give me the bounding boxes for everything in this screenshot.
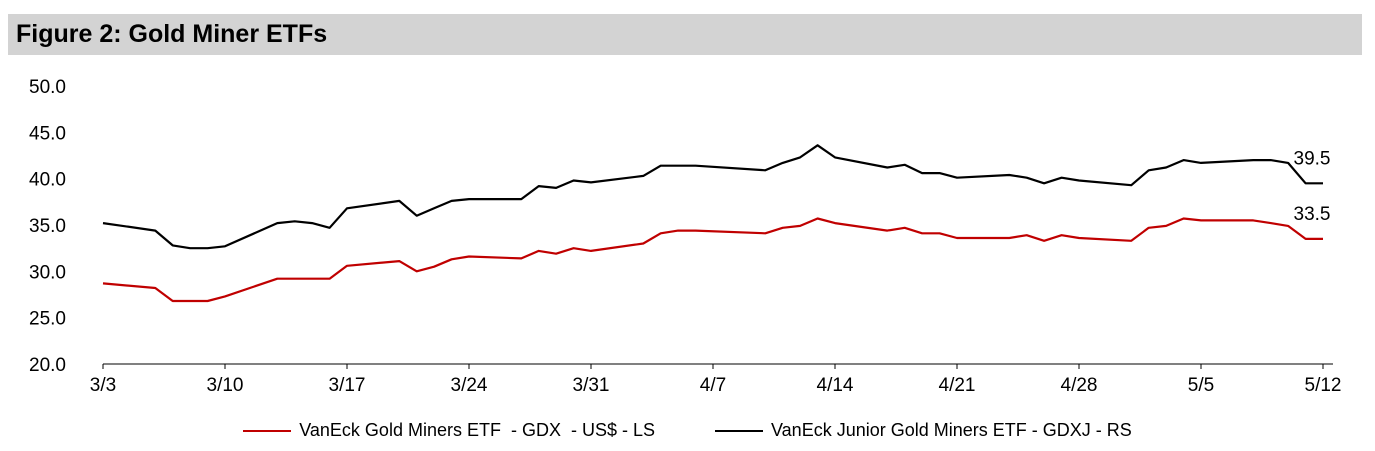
y-tick-label: 35.0 <box>29 216 66 237</box>
y-tick-label: 40.0 <box>29 170 66 191</box>
legend-swatch-red <box>243 429 292 432</box>
x-tick-label: 3/24 <box>451 375 488 396</box>
legend-label: VanEck Junior Gold Miners ETF - GDXJ - R… <box>771 420 1132 440</box>
legend-item-gdx: VanEck Gold Miners ETF - GDX - US$ - LS <box>243 420 655 441</box>
y-tick-label: 25.0 <box>29 309 66 330</box>
title-bar: Figure 2: Gold Miner ETFs <box>8 14 1362 55</box>
end-value-label: 33.5 <box>1294 204 1331 225</box>
y-tick-label: 30.0 <box>29 262 66 283</box>
x-tick-label: 3/10 <box>207 375 244 396</box>
x-tick-label: 4/28 <box>1061 375 1098 396</box>
x-tick-label: 3/3 <box>90 375 116 396</box>
end-value-label: 39.5 <box>1294 148 1331 169</box>
x-tick-label: 5/12 <box>1305 375 1342 396</box>
chart-title: Figure 2: Gold Miner ETFs <box>16 20 328 48</box>
series-line-0 <box>102 217 1323 303</box>
legend-item-gdxj: VanEck Junior Gold Miners ETF - GDXJ - R… <box>715 420 1132 441</box>
x-tick-label: 4/21 <box>939 375 976 396</box>
y-tick-label: 50.0 <box>29 77 66 98</box>
y-tick-label: 45.0 <box>29 123 66 144</box>
series-line-1 <box>102 144 1323 250</box>
x-tick-label: 5/5 <box>1188 375 1214 396</box>
legend-label: VanEck Gold Miners ETF - GDX - US$ - LS <box>299 420 655 440</box>
legend: VanEck Gold Miners ETF - GDX - US$ - LS … <box>0 420 1375 441</box>
legend-swatch-black <box>715 429 763 432</box>
x-tick-label: 4/7 <box>700 375 726 396</box>
x-tick-label: 3/31 <box>573 375 610 396</box>
x-tick-label: 3/17 <box>329 375 366 396</box>
x-tick-label: 4/14 <box>817 375 854 396</box>
y-tick-label: 20.0 <box>29 355 66 376</box>
